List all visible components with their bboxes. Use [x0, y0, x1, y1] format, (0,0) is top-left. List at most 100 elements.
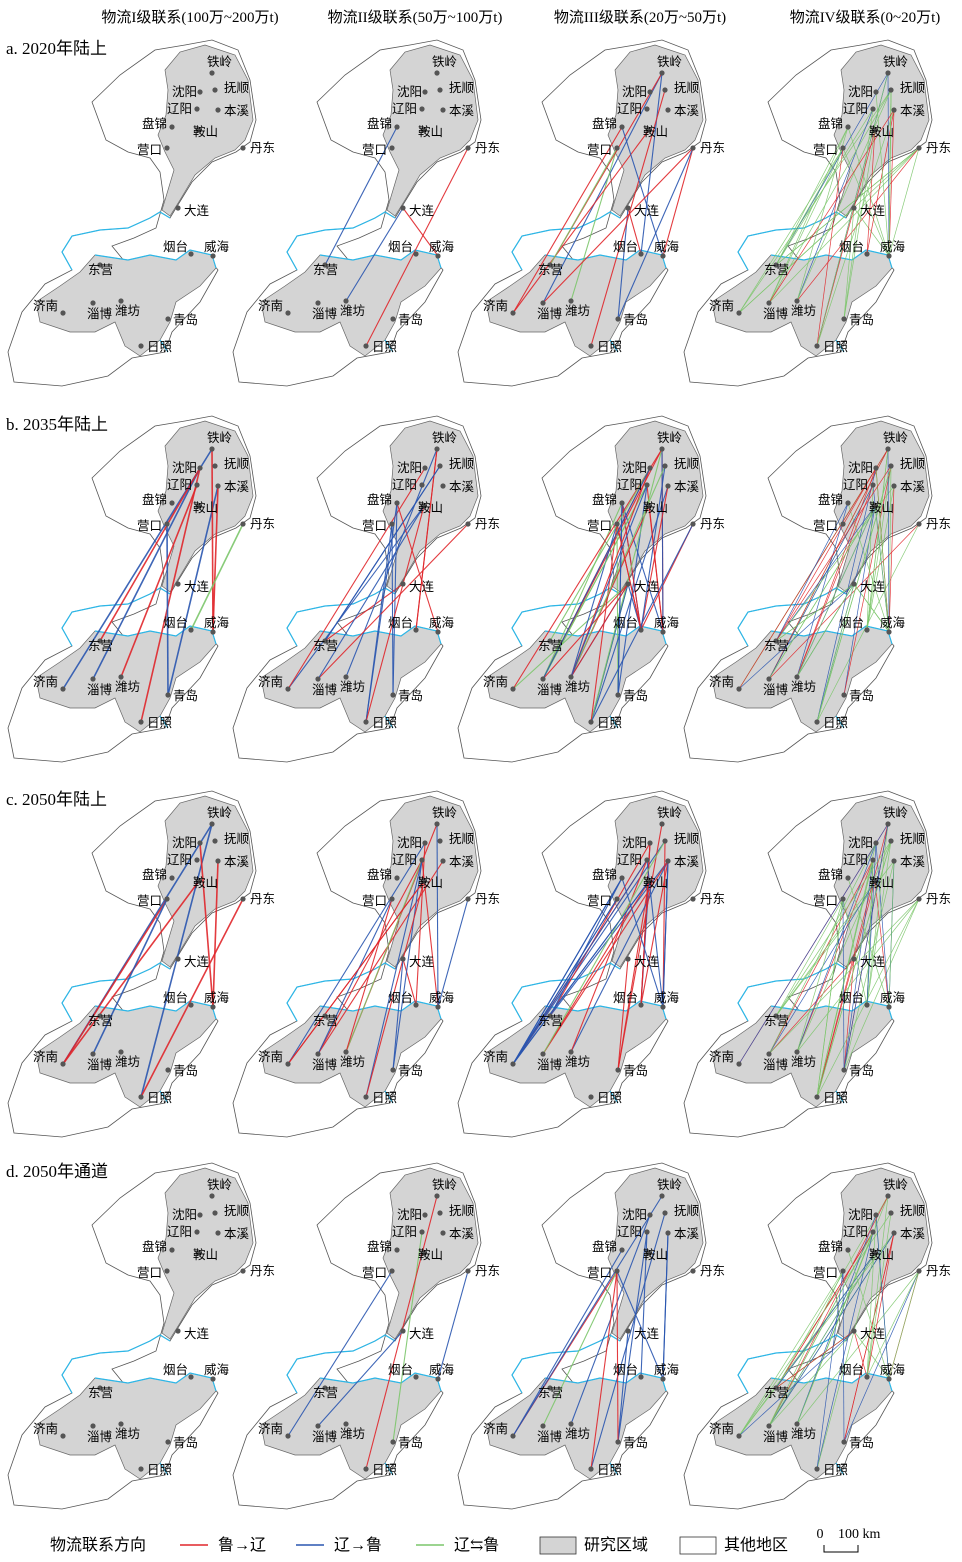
- city-dot: [315, 1423, 320, 1428]
- city-dot: [212, 1210, 217, 1215]
- city-label: 日照: [823, 1463, 848, 1477]
- city-dot: [660, 1376, 665, 1381]
- city-label: 东营: [88, 639, 113, 653]
- city-label: 鞍山: [418, 501, 443, 515]
- city-label: 济南: [483, 674, 508, 689]
- city-label: 铁岭: [883, 806, 908, 820]
- city-dot: [766, 676, 771, 681]
- city-dot: [794, 1049, 799, 1054]
- city-label: 大连: [634, 579, 660, 594]
- city-dot: [840, 896, 845, 901]
- city-dot: [315, 1051, 320, 1056]
- city-label: 青岛: [398, 312, 423, 327]
- city-label: 抚顺: [674, 457, 699, 471]
- city-label: 烟台: [839, 239, 864, 254]
- row-title: a. 2020年陆上: [6, 39, 107, 58]
- city-dot: [916, 521, 921, 526]
- city-dot: [766, 1423, 771, 1428]
- flow-line: [776, 148, 843, 265]
- basemap: [458, 40, 706, 386]
- city-label: 铁岭: [883, 431, 908, 445]
- city-label: 营口: [813, 519, 838, 533]
- city-dot: [363, 719, 368, 724]
- city-label: 潍坊: [115, 1054, 140, 1069]
- city-label: 威海: [880, 1362, 906, 1377]
- city-label: 青岛: [849, 312, 874, 327]
- city-dot: [165, 316, 170, 321]
- city-dot: [165, 692, 170, 697]
- city-dot: [625, 581, 630, 586]
- city-label: 日照: [823, 340, 848, 354]
- city-dot: [419, 106, 424, 111]
- city-label: 大连: [860, 579, 886, 594]
- city-label: 沈阳: [397, 460, 422, 475]
- city-label: 本溪: [449, 1227, 475, 1241]
- city-label: 营口: [587, 519, 612, 533]
- city-label: 日照: [372, 1091, 397, 1105]
- city-label: 沈阳: [397, 84, 422, 99]
- city-label: 东营: [764, 639, 789, 653]
- city-dot: [285, 310, 290, 315]
- row-title: b. 2035年陆上: [6, 415, 108, 434]
- city-label: 丹东: [250, 1264, 275, 1278]
- scale-label: 0: [817, 1527, 824, 1542]
- basemap: [458, 1163, 706, 1509]
- city-dot: [169, 1247, 174, 1252]
- city-label: 威海: [880, 615, 906, 630]
- city-label: 铁岭: [207, 431, 232, 445]
- city-dot: [568, 674, 573, 679]
- city-label: 抚顺: [224, 81, 249, 95]
- city-dot: [315, 676, 320, 681]
- city-label: 威海: [880, 990, 906, 1005]
- city-dot: [870, 857, 875, 862]
- city-dot: [888, 87, 893, 92]
- city-label: 沈阳: [622, 460, 647, 475]
- city-dot: [619, 124, 624, 129]
- city-dot: [619, 1247, 624, 1252]
- city-label: 辽阳: [167, 102, 192, 116]
- city-dot: [659, 821, 664, 826]
- city-label: 辽阳: [843, 102, 868, 116]
- city-label: 本溪: [900, 1227, 926, 1241]
- city-dot: [638, 1002, 643, 1007]
- city-dot: [390, 316, 395, 321]
- city-dot: [164, 1268, 169, 1273]
- city-label: 丹东: [475, 1264, 500, 1278]
- city-dot: [422, 89, 427, 94]
- city-label: 丹东: [926, 892, 951, 906]
- city-label: 济南: [258, 298, 283, 313]
- city-dot: [285, 686, 290, 691]
- figure: 铁岭沈阳抚顺辽阳本溪盘锦鞍山营口丹东大连烟台威海东营济南淄博潍坊青岛日照铁岭沈阳…: [0, 0, 962, 1557]
- city-dot: [891, 858, 896, 863]
- city-dot: [215, 107, 220, 112]
- city-label: 本溪: [900, 104, 926, 118]
- city-label: 烟台: [613, 1362, 638, 1377]
- city-label: 日照: [372, 340, 397, 354]
- city-label: 济南: [709, 1421, 734, 1436]
- city-dot: [841, 692, 846, 697]
- city-dot: [435, 629, 440, 634]
- city-dot: [440, 483, 445, 488]
- city-dot: [794, 674, 799, 679]
- city-label: 盘锦: [367, 867, 392, 882]
- city-dot: [845, 875, 850, 880]
- legend-label: 其他地区: [724, 1536, 788, 1554]
- city-dot: [873, 465, 878, 470]
- city-dot: [419, 857, 424, 862]
- column-header: 物流II级联系(50万~100万t): [328, 9, 503, 26]
- city-dot: [285, 1061, 290, 1066]
- city-label: 铁岭: [207, 1178, 232, 1192]
- city-label: 烟台: [388, 990, 413, 1005]
- city-label: 沈阳: [622, 835, 647, 850]
- city-label: 大连: [634, 1326, 660, 1341]
- legend-label: 研究区域: [584, 1536, 648, 1554]
- city-label: 潍坊: [565, 303, 590, 318]
- city-label: 潍坊: [115, 679, 140, 694]
- city-label: 辽阳: [617, 853, 642, 867]
- city-dot: [665, 1230, 670, 1235]
- city-label: 丹东: [700, 1264, 725, 1278]
- city-label: 威海: [654, 615, 680, 630]
- city-dot: [886, 253, 891, 258]
- city-dot: [215, 858, 220, 863]
- city-label: 沈阳: [172, 460, 197, 475]
